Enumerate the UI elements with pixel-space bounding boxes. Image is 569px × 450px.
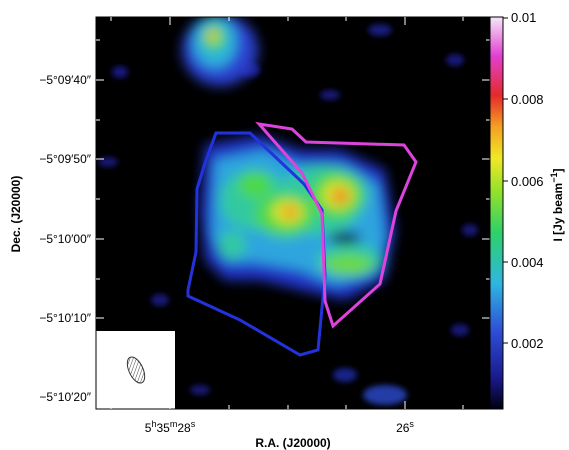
x-axis-label: R.A. (J20000) [255, 436, 330, 450]
y-axis-label: Dec. (J20000) [9, 176, 23, 253]
y-tick-label: −5°09′40″ [39, 73, 91, 87]
y-tick-label: −5°10′00″ [39, 232, 91, 246]
y-tick-label: −5°10′10″ [39, 311, 91, 325]
colorbar-label: I [Jy beam−1] [549, 169, 565, 242]
emission-top-source [182, 17, 258, 86]
y-tick-label: −5°09′50″ [39, 152, 91, 166]
x-tick-label-ra-26s: 26s [396, 419, 414, 435]
colorbar-gradient [489, 16, 504, 410]
colorbar-tick-label: 0.01 [511, 10, 536, 25]
y-tick-label: −5°10′20″ [39, 390, 91, 404]
y-ticks [96, 39, 490, 319]
colorbar-tick-label: 0.008 [511, 92, 544, 107]
x-ticks [110, 17, 464, 409]
magenta-region-polygon [255, 121, 418, 329]
beam-ellipse [126, 356, 146, 384]
y-tick-labels: −5°09′40″ −5°09′50″ −5°10′00″ −5°10′10″ … [39, 73, 91, 404]
beam-inset [96, 331, 175, 409]
blue-region-polygon [186, 131, 327, 357]
colorbar: 0.01 0.008 0.006 0.004 0.002 I [Jy beam−… [489, 10, 565, 410]
x-tick-label-ra-28s: 5h35m28s [145, 419, 196, 435]
colorbar-tick-label: 0.002 [511, 336, 544, 351]
emission-main-complex [200, 135, 395, 300]
colorbar-tick-label: 0.004 [511, 255, 544, 270]
x-tick-labels: 5h35m28s 26s [145, 419, 415, 435]
colorbar-tick-label: 0.006 [511, 174, 544, 189]
